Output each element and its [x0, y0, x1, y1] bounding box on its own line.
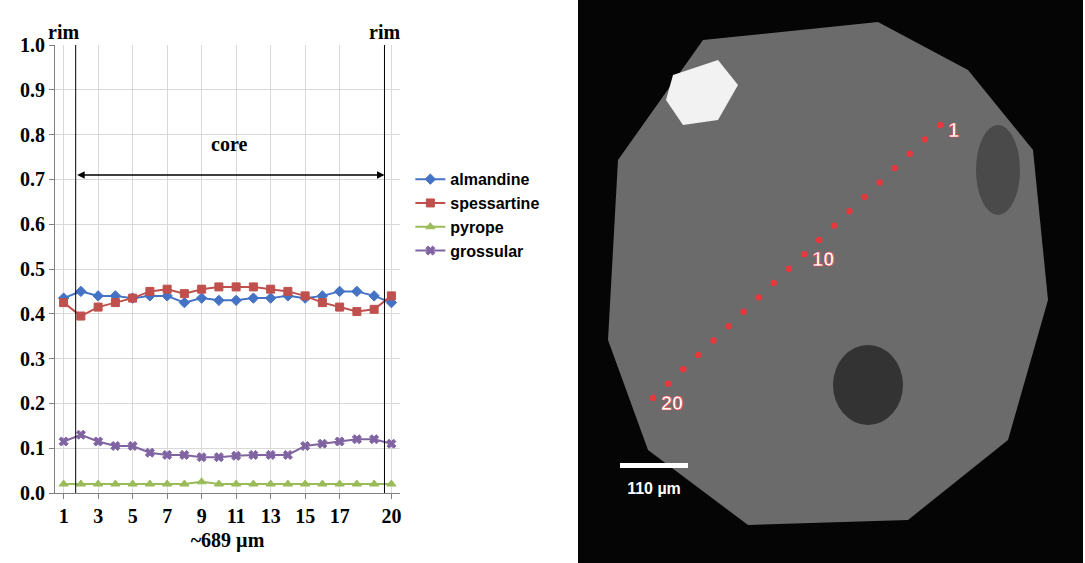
svg-text:0.4: 0.4	[20, 303, 45, 325]
svg-text:pyrope: pyrope	[450, 219, 503, 236]
svg-text:7: 7	[162, 505, 172, 527]
svg-text:spessartine: spessartine	[450, 195, 539, 212]
svg-text:0.0: 0.0	[20, 482, 45, 504]
svg-text:5: 5	[128, 505, 138, 527]
svg-text:1: 1	[948, 119, 959, 141]
svg-text:0.2: 0.2	[20, 392, 45, 414]
svg-text:15: 15	[295, 505, 315, 527]
svg-text:3: 3	[93, 505, 103, 527]
svg-text:rim: rim	[369, 21, 400, 43]
svg-text:0.9: 0.9	[20, 79, 45, 101]
svg-text:0.3: 0.3	[20, 348, 45, 370]
svg-text:110 µm: 110 µm	[627, 480, 681, 497]
svg-text:13: 13	[261, 505, 281, 527]
svg-text:20: 20	[661, 392, 683, 414]
svg-text:9: 9	[197, 505, 207, 527]
svg-text:0.1: 0.1	[20, 437, 45, 459]
svg-text:10: 10	[812, 248, 834, 270]
svg-text:11: 11	[227, 505, 246, 527]
svg-text:17: 17	[330, 505, 350, 527]
svg-text:rim: rim	[48, 21, 79, 43]
svg-text:~689 µm: ~689 µm	[191, 529, 265, 552]
svg-text:grossular: grossular	[450, 243, 523, 260]
svg-text:almandine: almandine	[450, 171, 529, 188]
svg-text:0.6: 0.6	[20, 213, 45, 235]
svg-text:0.8: 0.8	[20, 124, 45, 146]
svg-text:0.7: 0.7	[20, 168, 45, 190]
svg-text:1.0: 1.0	[20, 34, 45, 56]
svg-text:0.5: 0.5	[20, 258, 45, 280]
svg-text:1: 1	[59, 505, 69, 527]
svg-text:20: 20	[381, 505, 401, 527]
svg-text:core: core	[211, 133, 247, 155]
